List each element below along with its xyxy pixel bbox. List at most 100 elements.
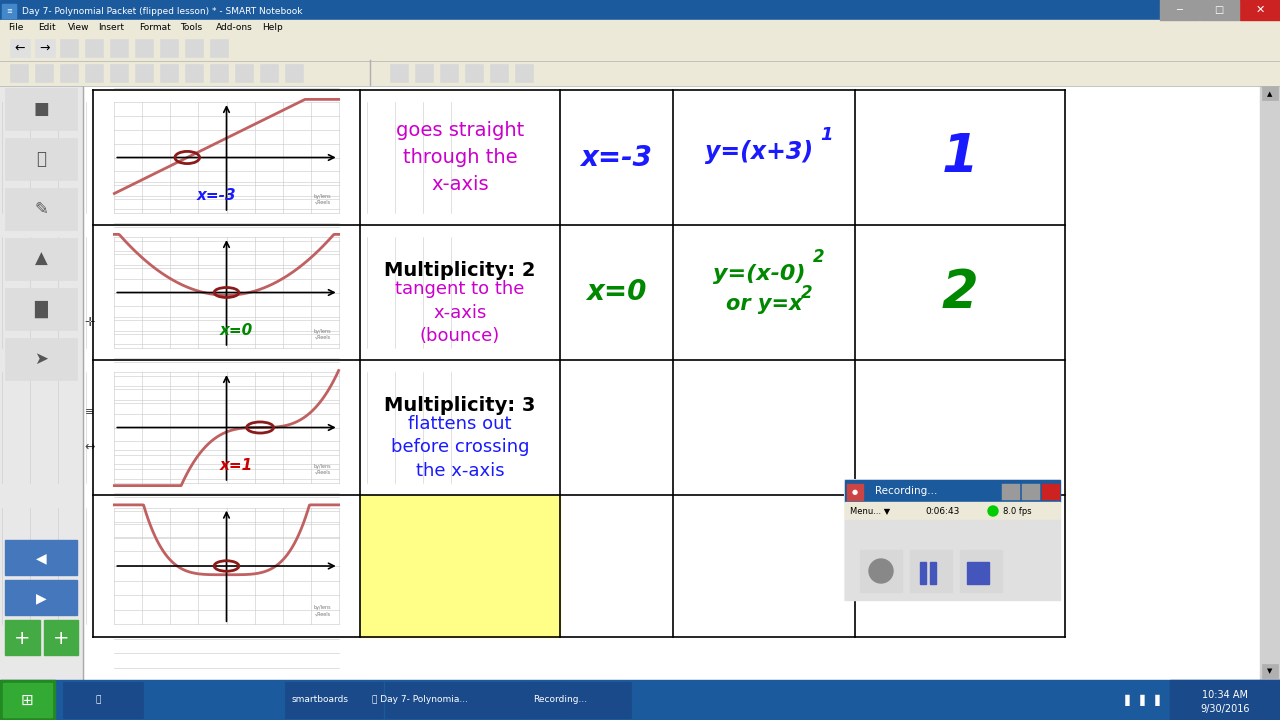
Bar <box>44 620 78 655</box>
Bar <box>1260 85 1280 680</box>
Bar <box>1262 86 1277 100</box>
Bar <box>845 520 1060 600</box>
Bar <box>60 39 78 57</box>
Bar <box>0 61 1280 85</box>
Bar <box>5 288 77 330</box>
Text: Recording...: Recording... <box>532 696 588 704</box>
Text: File: File <box>8 24 23 32</box>
Text: y=(x-0): y=(x-0) <box>713 264 805 284</box>
Text: □: □ <box>1215 5 1224 15</box>
Text: Recording...: Recording... <box>876 486 937 496</box>
Bar <box>260 64 278 82</box>
Bar <box>5 238 77 280</box>
Text: +: + <box>52 629 69 647</box>
Text: View: View <box>68 24 90 32</box>
Bar <box>1021 484 1039 500</box>
Text: ─: ─ <box>1176 5 1181 15</box>
Bar <box>113 235 340 350</box>
Bar <box>35 39 55 57</box>
Bar <box>1042 484 1060 500</box>
Bar <box>285 64 303 82</box>
Text: x=0: x=0 <box>586 279 646 307</box>
Text: 0:06:43: 0:06:43 <box>925 506 960 516</box>
Bar <box>0 20 1280 35</box>
Bar <box>113 505 340 626</box>
Text: or y=x: or y=x <box>726 294 803 315</box>
Text: 2: 2 <box>813 248 824 266</box>
Bar <box>5 580 77 615</box>
Bar <box>860 550 902 592</box>
Bar <box>134 64 154 82</box>
Bar <box>0 680 1280 720</box>
Bar <box>0 0 1280 20</box>
Text: ▐: ▐ <box>1135 694 1144 706</box>
Bar <box>134 39 154 57</box>
Bar <box>110 64 128 82</box>
Bar <box>490 64 508 82</box>
Text: █: █ <box>35 300 47 318</box>
Text: ■: ■ <box>33 100 49 118</box>
Bar <box>515 64 532 82</box>
Bar <box>5 620 40 655</box>
Bar <box>966 562 989 584</box>
Text: 9/30/2016: 9/30/2016 <box>1201 704 1249 714</box>
Text: Tools: Tools <box>180 24 202 32</box>
Bar <box>465 64 483 82</box>
Bar <box>845 502 1060 520</box>
Bar <box>415 64 433 82</box>
Text: ⊞: ⊞ <box>20 693 33 708</box>
Text: by/lens
√Reels: by/lens √Reels <box>314 606 330 616</box>
Text: ▲: ▲ <box>1267 91 1272 97</box>
Bar <box>60 64 78 82</box>
Text: ≡: ≡ <box>6 8 12 14</box>
Text: flattens out
before crossing
the x-axis: flattens out before crossing the x-axis <box>390 415 529 480</box>
Text: Add-ons: Add-ons <box>215 24 252 32</box>
Bar <box>440 64 458 82</box>
Text: ▼: ▼ <box>1267 668 1272 674</box>
Bar <box>910 550 952 592</box>
Text: 1: 1 <box>942 132 978 184</box>
Bar <box>931 562 936 584</box>
Text: x=-3: x=-3 <box>197 188 237 203</box>
Bar <box>10 64 28 82</box>
Text: 2: 2 <box>942 266 978 318</box>
Bar <box>113 100 340 215</box>
Text: Edit: Edit <box>38 24 55 32</box>
Text: smartboards: smartboards <box>292 696 348 704</box>
Text: by/lens
√Reels: by/lens √Reels <box>314 194 330 205</box>
Bar <box>84 64 102 82</box>
Bar <box>1201 0 1239 20</box>
Bar <box>1160 0 1199 20</box>
Text: x=0: x=0 <box>220 323 253 338</box>
Bar <box>385 682 563 718</box>
Bar <box>236 64 253 82</box>
Bar <box>93 90 1065 637</box>
Bar <box>186 39 204 57</box>
Bar <box>5 188 77 230</box>
Text: 8.0 fps: 8.0 fps <box>1004 506 1032 516</box>
Text: ▶: ▶ <box>36 591 46 605</box>
Text: ▐: ▐ <box>1151 694 1160 706</box>
Text: 💻: 💻 <box>95 696 101 704</box>
Bar <box>360 495 561 637</box>
Text: ←: ← <box>15 42 26 55</box>
Bar <box>113 370 340 485</box>
Bar <box>210 39 228 57</box>
Bar <box>63 682 143 718</box>
Text: ➤: ➤ <box>35 350 47 368</box>
Text: ✎: ✎ <box>35 200 47 218</box>
Text: by/lens
√Reels: by/lens √Reels <box>314 329 330 340</box>
Bar <box>525 682 631 718</box>
Bar <box>5 338 77 380</box>
Text: x=-3: x=-3 <box>581 143 653 171</box>
Bar <box>160 39 178 57</box>
Bar <box>0 35 1280 60</box>
Bar <box>5 138 77 180</box>
Bar <box>960 550 1002 592</box>
Bar <box>1170 680 1280 720</box>
Bar <box>845 480 1060 502</box>
Text: Day 7- Polynomial Packet (flipped lesson) * - SMART Notebook: Day 7- Polynomial Packet (flipped lesson… <box>22 6 302 16</box>
Text: ✕: ✕ <box>1256 5 1265 15</box>
Bar <box>3 683 52 717</box>
Text: 📷: 📷 <box>36 150 46 168</box>
